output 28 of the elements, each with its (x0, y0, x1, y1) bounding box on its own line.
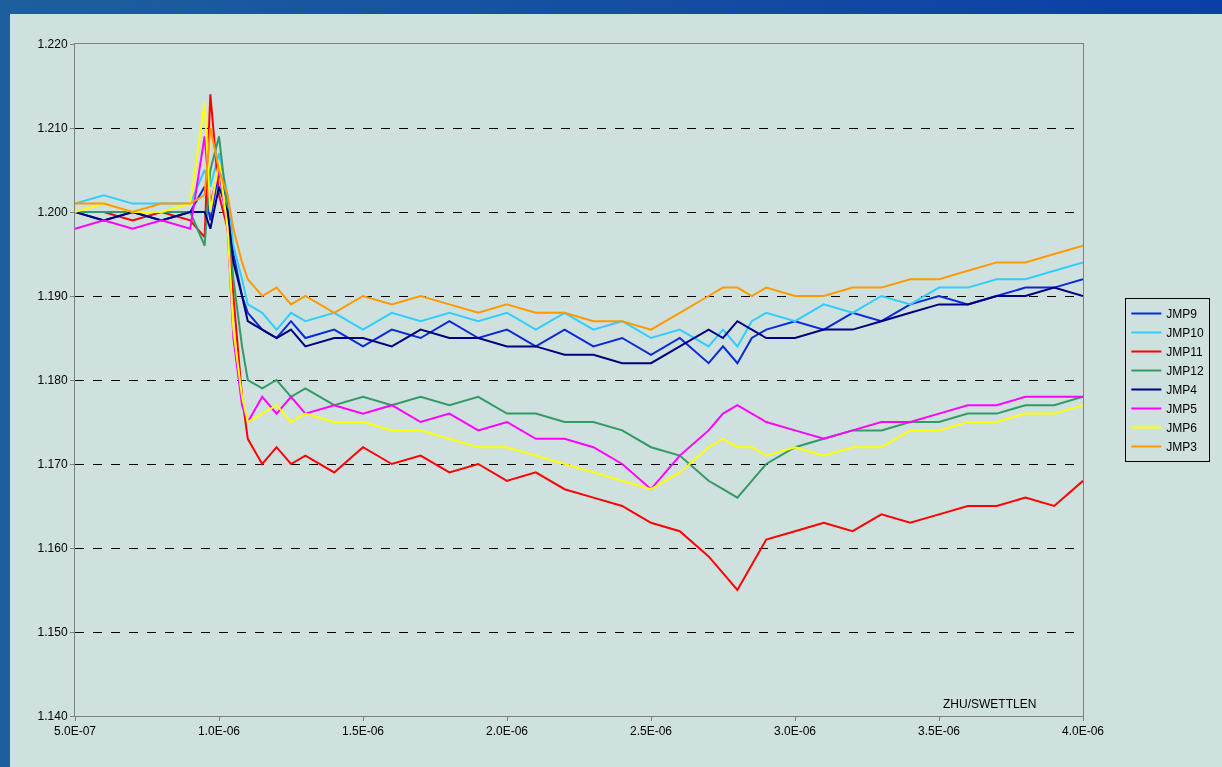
legend-label: JMP5 (1166, 402, 1198, 417)
legend-label: JMP10 (1166, 326, 1205, 341)
y-tick-label: 1.220 (37, 37, 68, 52)
x-tick-label: 3.5E-06 (917, 724, 961, 739)
y-tick-label: 1.180 (37, 373, 68, 388)
legend-label: JMP11 (1166, 345, 1204, 360)
y-tick-label: 1.190 (37, 289, 68, 304)
line-series (75, 127, 1083, 331)
y-tick-label: 1.210 (37, 121, 68, 136)
y-tick-label: 1.150 (37, 625, 68, 640)
legend-label: JMP3 (1166, 440, 1198, 455)
x-tick-label: 5.0E-07 (53, 724, 97, 739)
x-tick-label: 2.5E-06 (629, 724, 673, 739)
legend-label: JMP6 (1166, 421, 1198, 436)
legend-label: JMP12 (1166, 364, 1205, 379)
legend-label: JMP4 (1166, 383, 1198, 398)
x-tick-label: 4.0E-06 (1061, 724, 1105, 739)
annotation: ZHU/SWETTLEN (943, 697, 1037, 711)
y-tick-label: 1.170 (37, 457, 68, 472)
y-tick-label: 1.200 (37, 205, 68, 220)
x-tick-label: 2.0E-06 (485, 724, 529, 739)
line-series (75, 152, 1083, 348)
x-tick-label: 3.0E-06 (773, 724, 817, 739)
legend-label: JMP9 (1166, 307, 1198, 322)
x-tick-label: 1.5E-06 (341, 724, 385, 739)
y-tick-label: 1.160 (37, 541, 68, 556)
y-tick-label: 1.140 (37, 709, 68, 724)
x-tick-label: 1.0E-06 (197, 724, 241, 739)
